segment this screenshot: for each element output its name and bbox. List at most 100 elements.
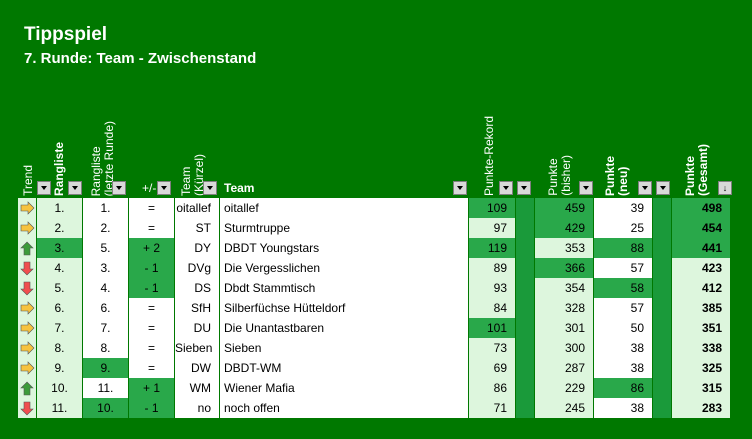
cell-rekord: 97: [469, 218, 515, 238]
cell-prev: 11.: [83, 378, 128, 398]
cell-rank: 7.: [37, 318, 82, 338]
header-rekord: Punkte-Rekord: [482, 115, 496, 196]
cell-pm: =: [129, 358, 174, 378]
trend-down-arrow-icon: [18, 258, 36, 278]
trend-side-arrow-icon: [18, 358, 36, 378]
cell-neu: 50: [594, 318, 652, 338]
spacer-cell: [653, 238, 671, 258]
filter-trend-button[interactable]: [37, 181, 51, 195]
cell-rank: 3.: [37, 238, 82, 258]
cell-rank: 8.: [37, 338, 82, 358]
cell-prev: 3.: [83, 258, 128, 278]
cell-abbr: DVg: [175, 258, 219, 278]
trend-down-arrow-icon: [18, 278, 36, 298]
cell-pm: - 1: [129, 258, 174, 278]
filter-rangliste-letzte-button[interactable]: [112, 181, 126, 195]
trend-side-arrow-icon: [18, 218, 36, 238]
cell-team: noch offen: [220, 398, 468, 418]
spacer-cell: [653, 218, 671, 238]
cell-pm: =: [129, 198, 174, 218]
cell-rank: 1.: [37, 198, 82, 218]
cell-rekord: 101: [469, 318, 515, 338]
cell-neu: 57: [594, 298, 652, 318]
spacer-cell: [516, 298, 534, 318]
filter-neu-button[interactable]: [638, 181, 652, 195]
page-title: Tippspiel: [24, 24, 108, 45]
filter-kuerzel-button[interactable]: [203, 181, 217, 195]
cell-pm: =: [129, 298, 174, 318]
spacer-cell: [516, 378, 534, 398]
sort-gesamt-button[interactable]: [718, 181, 732, 195]
cell-gesamt: 441: [672, 238, 730, 258]
cell-abbr: WM: [175, 378, 219, 398]
filter-rekord-extra-button[interactable]: [517, 181, 531, 195]
header-rangliste: Rangliste: [52, 141, 66, 196]
cell-gesamt: 385: [672, 298, 730, 318]
cell-rekord: 69: [469, 358, 515, 378]
cell-gesamt: 325: [672, 358, 730, 378]
spacer-cell: [516, 198, 534, 218]
cell-team: Sieben: [220, 338, 468, 358]
cell-neu: 38: [594, 398, 652, 418]
cell-team: Dbdt Stammtisch: [220, 278, 468, 298]
cell-pm: =: [129, 338, 174, 358]
spacer-cell: [516, 238, 534, 258]
cell-rank: 2.: [37, 218, 82, 238]
spacer-cell: [653, 398, 671, 418]
cell-bisher: 354: [535, 278, 593, 298]
cell-pm: - 1: [129, 398, 174, 418]
cell-prev: 10.: [83, 398, 128, 418]
trend-side-arrow-icon: [18, 298, 36, 318]
cell-prev: 2.: [83, 218, 128, 238]
cell-gesamt: 454: [672, 218, 730, 238]
spacer-cell: [516, 318, 534, 338]
cell-abbr: DY: [175, 238, 219, 258]
cell-abbr: no: [175, 398, 219, 418]
cell-rank: 11.: [37, 398, 82, 418]
spacer-cell: [516, 218, 534, 238]
header-neu: Punkte (neu): [603, 155, 630, 196]
spacer-cell: [516, 358, 534, 378]
cell-abbr: DS: [175, 278, 219, 298]
cell-neu: 57: [594, 258, 652, 278]
cell-abbr: Sieben: [175, 338, 219, 358]
cell-bisher: 287: [535, 358, 593, 378]
cell-gesamt: 498: [672, 198, 730, 218]
spacer-cell: [653, 258, 671, 278]
spacer-cell: [516, 278, 534, 298]
trend-side-arrow-icon: [18, 318, 36, 338]
filter-team-button[interactable]: [453, 181, 467, 195]
cell-abbr: oitallef: [175, 198, 219, 218]
cell-gesamt: 283: [672, 398, 730, 418]
cell-gesamt: 338: [672, 338, 730, 358]
cell-gesamt: 412: [672, 278, 730, 298]
cell-neu: 38: [594, 338, 652, 358]
cell-pm: =: [129, 218, 174, 238]
cell-neu: 39: [594, 198, 652, 218]
cell-rank: 9.: [37, 358, 82, 378]
spacer-cell: [653, 298, 671, 318]
filter-plusminus-button[interactable]: [157, 181, 171, 195]
cell-rekord: 89: [469, 258, 515, 278]
header-team: Team: [224, 181, 255, 195]
cell-abbr: DU: [175, 318, 219, 338]
filter-rangliste-button[interactable]: [68, 181, 82, 195]
trend-side-arrow-icon: [18, 338, 36, 358]
cell-bisher: 366: [535, 258, 593, 278]
filter-bisher-button[interactable]: [579, 181, 593, 195]
cell-gesamt: 351: [672, 318, 730, 338]
cell-rekord: 73: [469, 338, 515, 358]
trend-up-arrow-icon: [18, 238, 36, 258]
header-trend: Trend: [21, 165, 35, 196]
cell-bisher: 300: [535, 338, 593, 358]
cell-rekord: 86: [469, 378, 515, 398]
cell-neu: 58: [594, 278, 652, 298]
filter-neu-extra-button[interactable]: [656, 181, 670, 195]
cell-bisher: 301: [535, 318, 593, 338]
header-plusminus: +/-: [142, 181, 157, 195]
filter-rekord-button[interactable]: [499, 181, 513, 195]
cell-team: Die Vergesslichen: [220, 258, 468, 278]
cell-abbr: ST: [175, 218, 219, 238]
cell-gesamt: 315: [672, 378, 730, 398]
cell-neu: 86: [594, 378, 652, 398]
